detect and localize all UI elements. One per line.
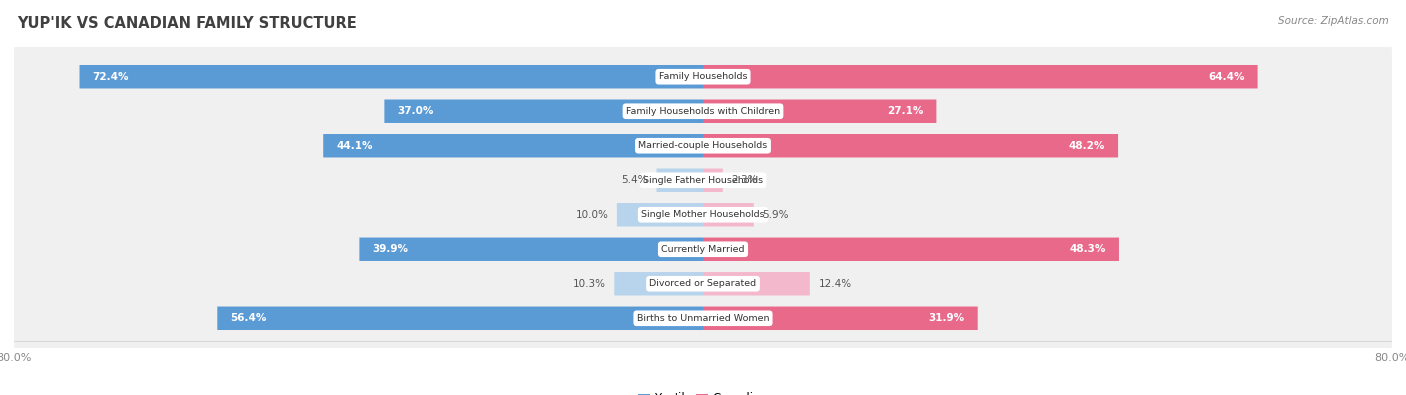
FancyBboxPatch shape [657,169,703,192]
FancyBboxPatch shape [703,237,1119,261]
Text: Divorced or Separated: Divorced or Separated [650,279,756,288]
FancyBboxPatch shape [614,272,703,295]
Text: 12.4%: 12.4% [818,279,852,289]
FancyBboxPatch shape [14,181,1392,248]
Text: 37.0%: 37.0% [398,106,433,116]
FancyBboxPatch shape [323,134,703,158]
FancyBboxPatch shape [703,307,977,330]
FancyBboxPatch shape [703,100,936,123]
Text: 64.4%: 64.4% [1208,72,1244,82]
FancyBboxPatch shape [703,65,1257,88]
FancyBboxPatch shape [703,169,723,192]
Text: Married-couple Households: Married-couple Households [638,141,768,150]
Text: 31.9%: 31.9% [929,313,965,323]
Text: 5.9%: 5.9% [762,210,789,220]
Text: Source: ZipAtlas.com: Source: ZipAtlas.com [1278,16,1389,26]
Text: 10.0%: 10.0% [575,210,609,220]
FancyBboxPatch shape [218,307,703,330]
Text: Single Father Households: Single Father Households [643,176,763,185]
FancyBboxPatch shape [703,134,1118,158]
Text: Currently Married: Currently Married [661,245,745,254]
Text: Family Households: Family Households [659,72,747,81]
Text: 44.1%: 44.1% [336,141,373,151]
FancyBboxPatch shape [14,285,1392,352]
Text: 27.1%: 27.1% [887,106,924,116]
FancyBboxPatch shape [14,147,1392,214]
FancyBboxPatch shape [14,216,1392,283]
Text: Births to Unmarried Women: Births to Unmarried Women [637,314,769,323]
Text: 48.3%: 48.3% [1070,244,1107,254]
Text: Single Mother Households: Single Mother Households [641,210,765,219]
FancyBboxPatch shape [384,100,703,123]
Text: 5.4%: 5.4% [621,175,648,185]
FancyBboxPatch shape [14,77,1392,145]
FancyBboxPatch shape [14,43,1392,110]
FancyBboxPatch shape [703,203,754,226]
Legend: Yup'ik, Canadian: Yup'ik, Canadian [636,390,770,395]
FancyBboxPatch shape [703,272,810,295]
Text: YUP'IK VS CANADIAN FAMILY STRUCTURE: YUP'IK VS CANADIAN FAMILY STRUCTURE [17,16,357,31]
Text: 10.3%: 10.3% [572,279,606,289]
FancyBboxPatch shape [14,112,1392,179]
FancyBboxPatch shape [360,237,703,261]
Text: 2.3%: 2.3% [731,175,758,185]
Text: 56.4%: 56.4% [231,313,267,323]
FancyBboxPatch shape [80,65,703,88]
FancyBboxPatch shape [14,250,1392,318]
FancyBboxPatch shape [617,203,703,226]
Text: 48.2%: 48.2% [1069,141,1105,151]
Text: Family Households with Children: Family Households with Children [626,107,780,116]
Text: 72.4%: 72.4% [93,72,129,82]
Text: 39.9%: 39.9% [373,244,408,254]
